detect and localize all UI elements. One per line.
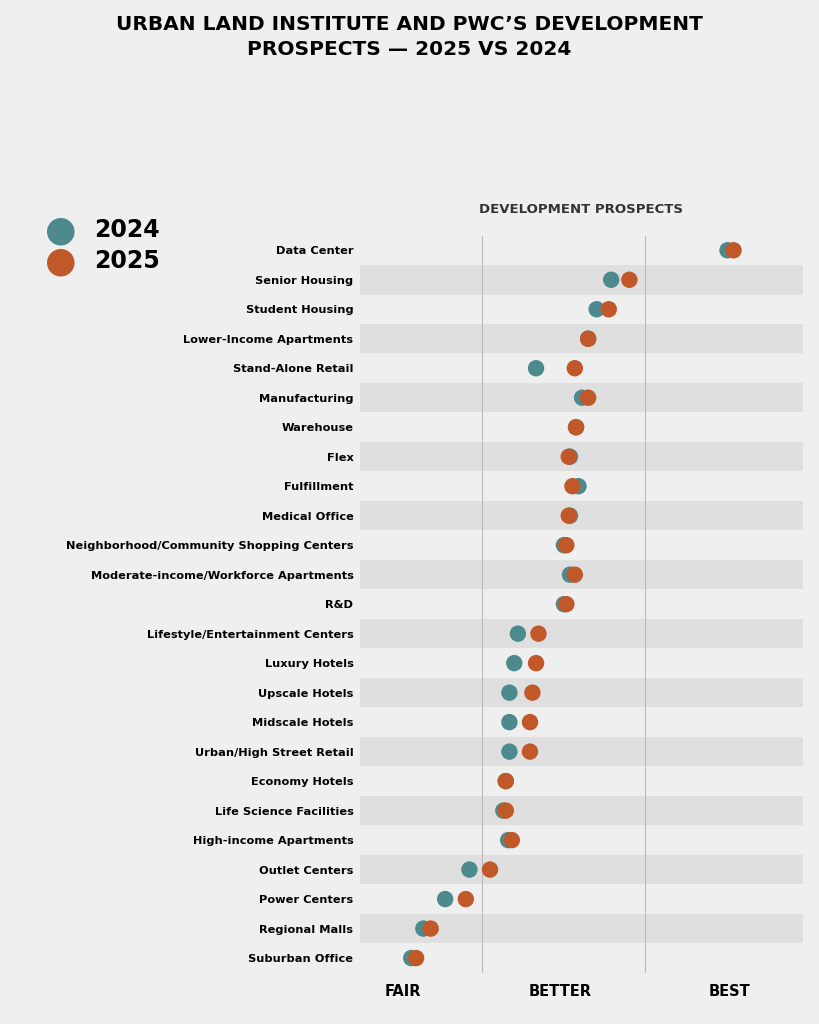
Text: ●: ● [45,213,76,248]
Point [581,389,595,406]
Text: 2024: 2024 [94,218,160,243]
Bar [360,618,803,648]
Point [501,831,514,848]
Point [503,684,516,700]
Point [523,714,536,730]
Point [622,271,636,288]
Bar [360,590,803,618]
Point [727,242,740,258]
Bar [360,708,803,737]
Point [503,714,516,730]
Point [410,950,423,967]
Bar [360,383,803,413]
Bar [360,471,803,501]
Point [508,655,521,672]
Point [503,743,516,760]
Point [572,478,585,495]
Bar [360,678,803,708]
Point [558,596,571,612]
Point [562,508,575,524]
Bar [360,324,803,353]
Bar [360,295,803,324]
Point [590,301,603,317]
Point [526,684,539,700]
Point [459,891,473,907]
Bar [360,501,803,530]
Point [566,478,579,495]
Point [581,331,595,347]
Bar [360,236,803,265]
Text: URBAN LAND INSTITUTE AND PWC’S DEVELOPMENT
PROSPECTS — 2025 VS 2024: URBAN LAND INSTITUTE AND PWC’S DEVELOPME… [116,15,703,58]
Bar [360,353,803,383]
Point [417,921,430,937]
Bar [360,413,803,442]
Point [523,743,536,760]
Point [562,449,575,465]
Bar [360,648,803,678]
Point [568,360,581,377]
Point [569,419,582,435]
Point [560,596,573,612]
Point [569,419,582,435]
Point [463,861,476,878]
Point [532,626,545,642]
Bar [360,855,803,885]
Bar [360,766,803,796]
Point [721,242,734,258]
Point [500,773,513,790]
Bar [360,825,803,855]
Point [563,508,577,524]
Point [602,301,615,317]
Text: ●: ● [45,244,76,279]
Bar [360,796,803,825]
Point [424,921,437,937]
Bar [360,265,803,295]
Bar [360,737,803,766]
Point [500,803,513,819]
Point [581,331,595,347]
Point [563,566,577,583]
Bar [360,885,803,913]
Bar [360,943,803,973]
Point [568,566,581,583]
Point [505,831,518,848]
Point [497,803,510,819]
Point [558,537,571,553]
Point [563,449,577,465]
Point [576,389,589,406]
Text: DEVELOPMENT PROSPECTS: DEVELOPMENT PROSPECTS [479,204,684,216]
Point [530,655,543,672]
Point [530,360,543,377]
Point [439,891,452,907]
Bar [360,442,803,471]
Bar [360,913,803,943]
Text: 2025: 2025 [94,249,160,273]
Bar [360,560,803,590]
Point [604,271,618,288]
Bar [360,530,803,560]
Point [405,950,418,967]
Point [483,861,496,878]
Point [560,537,573,553]
Point [511,626,524,642]
Point [500,773,513,790]
